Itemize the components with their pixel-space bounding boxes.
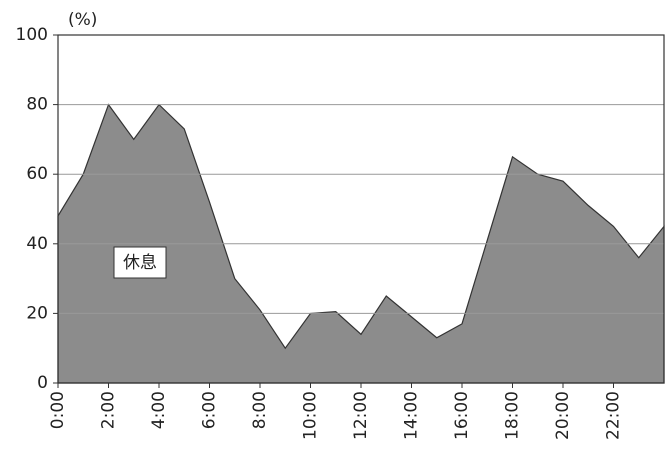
x-tick-label: 22:00 xyxy=(604,391,624,440)
x-tick-label: 18:00 xyxy=(503,391,523,440)
x-tick-label: 4:00 xyxy=(149,391,169,429)
y-tick-label: 40 xyxy=(26,234,48,254)
annotation: 休息 xyxy=(113,246,167,279)
x-tick-label: 16:00 xyxy=(452,391,472,440)
x-tick-label: 12:00 xyxy=(351,391,371,440)
x-tick-label: 2:00 xyxy=(99,391,119,429)
y-tick-label: 0 xyxy=(37,373,48,393)
x-tick-label: 10:00 xyxy=(301,391,321,440)
x-tick-label: 20:00 xyxy=(553,391,573,440)
y-tick-label: 20 xyxy=(26,303,48,323)
y-tick-label: 80 xyxy=(26,95,48,115)
y-unit: (%) xyxy=(68,10,97,30)
x-tick-label: 0:00 xyxy=(48,391,68,429)
y-tick-label: 100 xyxy=(16,25,48,45)
annotation-box xyxy=(113,246,167,279)
x-tick-label: 8:00 xyxy=(250,391,270,429)
annotation-label: 休息 xyxy=(123,253,157,273)
x-tick-label: 6:00 xyxy=(200,391,220,429)
x-tick-label: 14:00 xyxy=(402,391,422,440)
y-tick-label: 60 xyxy=(26,164,48,184)
